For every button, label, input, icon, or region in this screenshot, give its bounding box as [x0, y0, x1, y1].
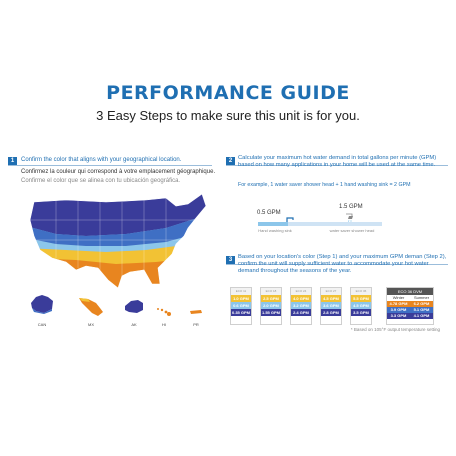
table-cell: 3.9 GPM [390, 307, 407, 312]
product-card-header: ECO 27 [321, 288, 341, 295]
footnote: * Based on 105°F output temperature sett… [350, 327, 440, 332]
product-card: ECO 27 4.5 GPM 3.6 GPM 2.8 GPM [320, 287, 342, 325]
puerto-rico-map [190, 310, 202, 314]
page-title: PERFORMANCE GUIDE [106, 82, 350, 104]
step3-number: 3 [226, 256, 235, 264]
product-card-header: ECO 24 [291, 288, 311, 295]
step1-instruction-es: Confirme el color que se alinea con tu u… [21, 178, 181, 184]
product-card-header: ECO 36 [351, 288, 371, 295]
table-cell: 4.1 GPM [413, 313, 430, 318]
product-card-value: 0.6 GPM [231, 302, 251, 309]
product-card-value: 1.55 GPM [261, 309, 281, 316]
column-header-winter: Winter [392, 295, 405, 300]
step2-number: 2 [226, 157, 235, 165]
column-header-summer: Summer [413, 295, 430, 300]
region-label-can: CAN [37, 322, 47, 327]
product-card: ECO 18 2.5 GPM 2.0 GPM 1.55 GPM [260, 287, 282, 325]
step1-instruction-en: Confirm the color that aligns with your … [21, 157, 182, 163]
table-row: 3.9 GPM 5.1 GPM [387, 307, 433, 313]
hawaii-map [157, 308, 171, 316]
table-row: 3.3 GPM 4.1 GPM [387, 313, 433, 319]
product-card: ECO 24 4.0 GPM 3.2 GPM 2.4 GPM [290, 287, 312, 325]
product-card-header: ECO 11 [231, 288, 251, 295]
region-label-pr: PR [193, 322, 199, 327]
table-cell: 5.1 GPM [413, 307, 430, 312]
product-card-value: 3.6 GPM [321, 302, 341, 309]
product-card-value: 2.8 GPM [321, 309, 341, 316]
table-cell: 6.2 GPM [413, 301, 430, 306]
step2-example: For example, 1 water saver shower head +… [238, 182, 411, 188]
canada-map [31, 295, 53, 314]
sink-label: Hand washing sink [258, 228, 292, 233]
gpm-scale-bar [258, 222, 382, 226]
step3-instruction: Based on your location's color (Step 1) … [238, 254, 447, 274]
region-label-hi: HI [162, 322, 166, 327]
product-card: ECO 36 5.5 GPM 4.5 GPM 3.5 GPM [350, 287, 372, 325]
product-card-header: ECO 18 [261, 288, 281, 295]
product-card-value: 4.0 GPM [291, 295, 311, 302]
mexico-map [79, 298, 103, 316]
product-card-value: 3.5 GPM [351, 309, 371, 316]
product-card-value: 1.0 GPM [231, 295, 251, 302]
table-column-headers: Winter Summer [387, 295, 433, 301]
step1-divider [8, 165, 212, 166]
region-label-mx: MX [88, 322, 94, 327]
seasonal-gpm-table: ECO 36 DVM Winter Summer 4.78 GPM 6.2 GP… [386, 287, 434, 325]
shower-gpm-value: 1.5 GPM [339, 204, 363, 210]
alaska-map [125, 300, 143, 313]
product-card-value: 2.0 GPM [261, 302, 281, 309]
region-label-ak: AK [131, 322, 137, 327]
table-cell: 3.3 GPM [390, 313, 407, 318]
product-card-value: 4.5 GPM [351, 302, 371, 309]
step3-divider [226, 264, 448, 265]
product-card-value: 4.5 GPM [321, 295, 341, 302]
table-cell: 4.78 GPM [389, 301, 408, 306]
product-card-value: 5.5 GPM [351, 295, 371, 302]
product-card-value: 3.2 GPM [291, 302, 311, 309]
table-row: 4.78 GPM 6.2 GPM [387, 301, 433, 307]
product-card-value: 2.4 GPM [291, 309, 311, 316]
step1-number: 1 [8, 157, 17, 165]
step2-divider [226, 165, 448, 166]
step1-instruction-fr: Confirmez la couleur qui correspond à vo… [21, 169, 216, 175]
shower-label: water saver shower head [329, 228, 375, 233]
sink-gpm-value: 0.5 GPM [257, 210, 281, 216]
table-header: ECO 36 DVM [387, 288, 433, 295]
product-card-value: 0.35 GPM [231, 309, 251, 316]
us-climate-map [29, 193, 207, 289]
step2-instruction: Calculate your maximum hot water demand … [238, 155, 437, 168]
product-card-value: 2.5 GPM [261, 295, 281, 302]
product-card: ECO 11 1.0 GPM 0.6 GPM 0.35 GPM [230, 287, 252, 325]
page-subtitle: 3 Easy Steps to make sure this unit is f… [96, 108, 360, 123]
